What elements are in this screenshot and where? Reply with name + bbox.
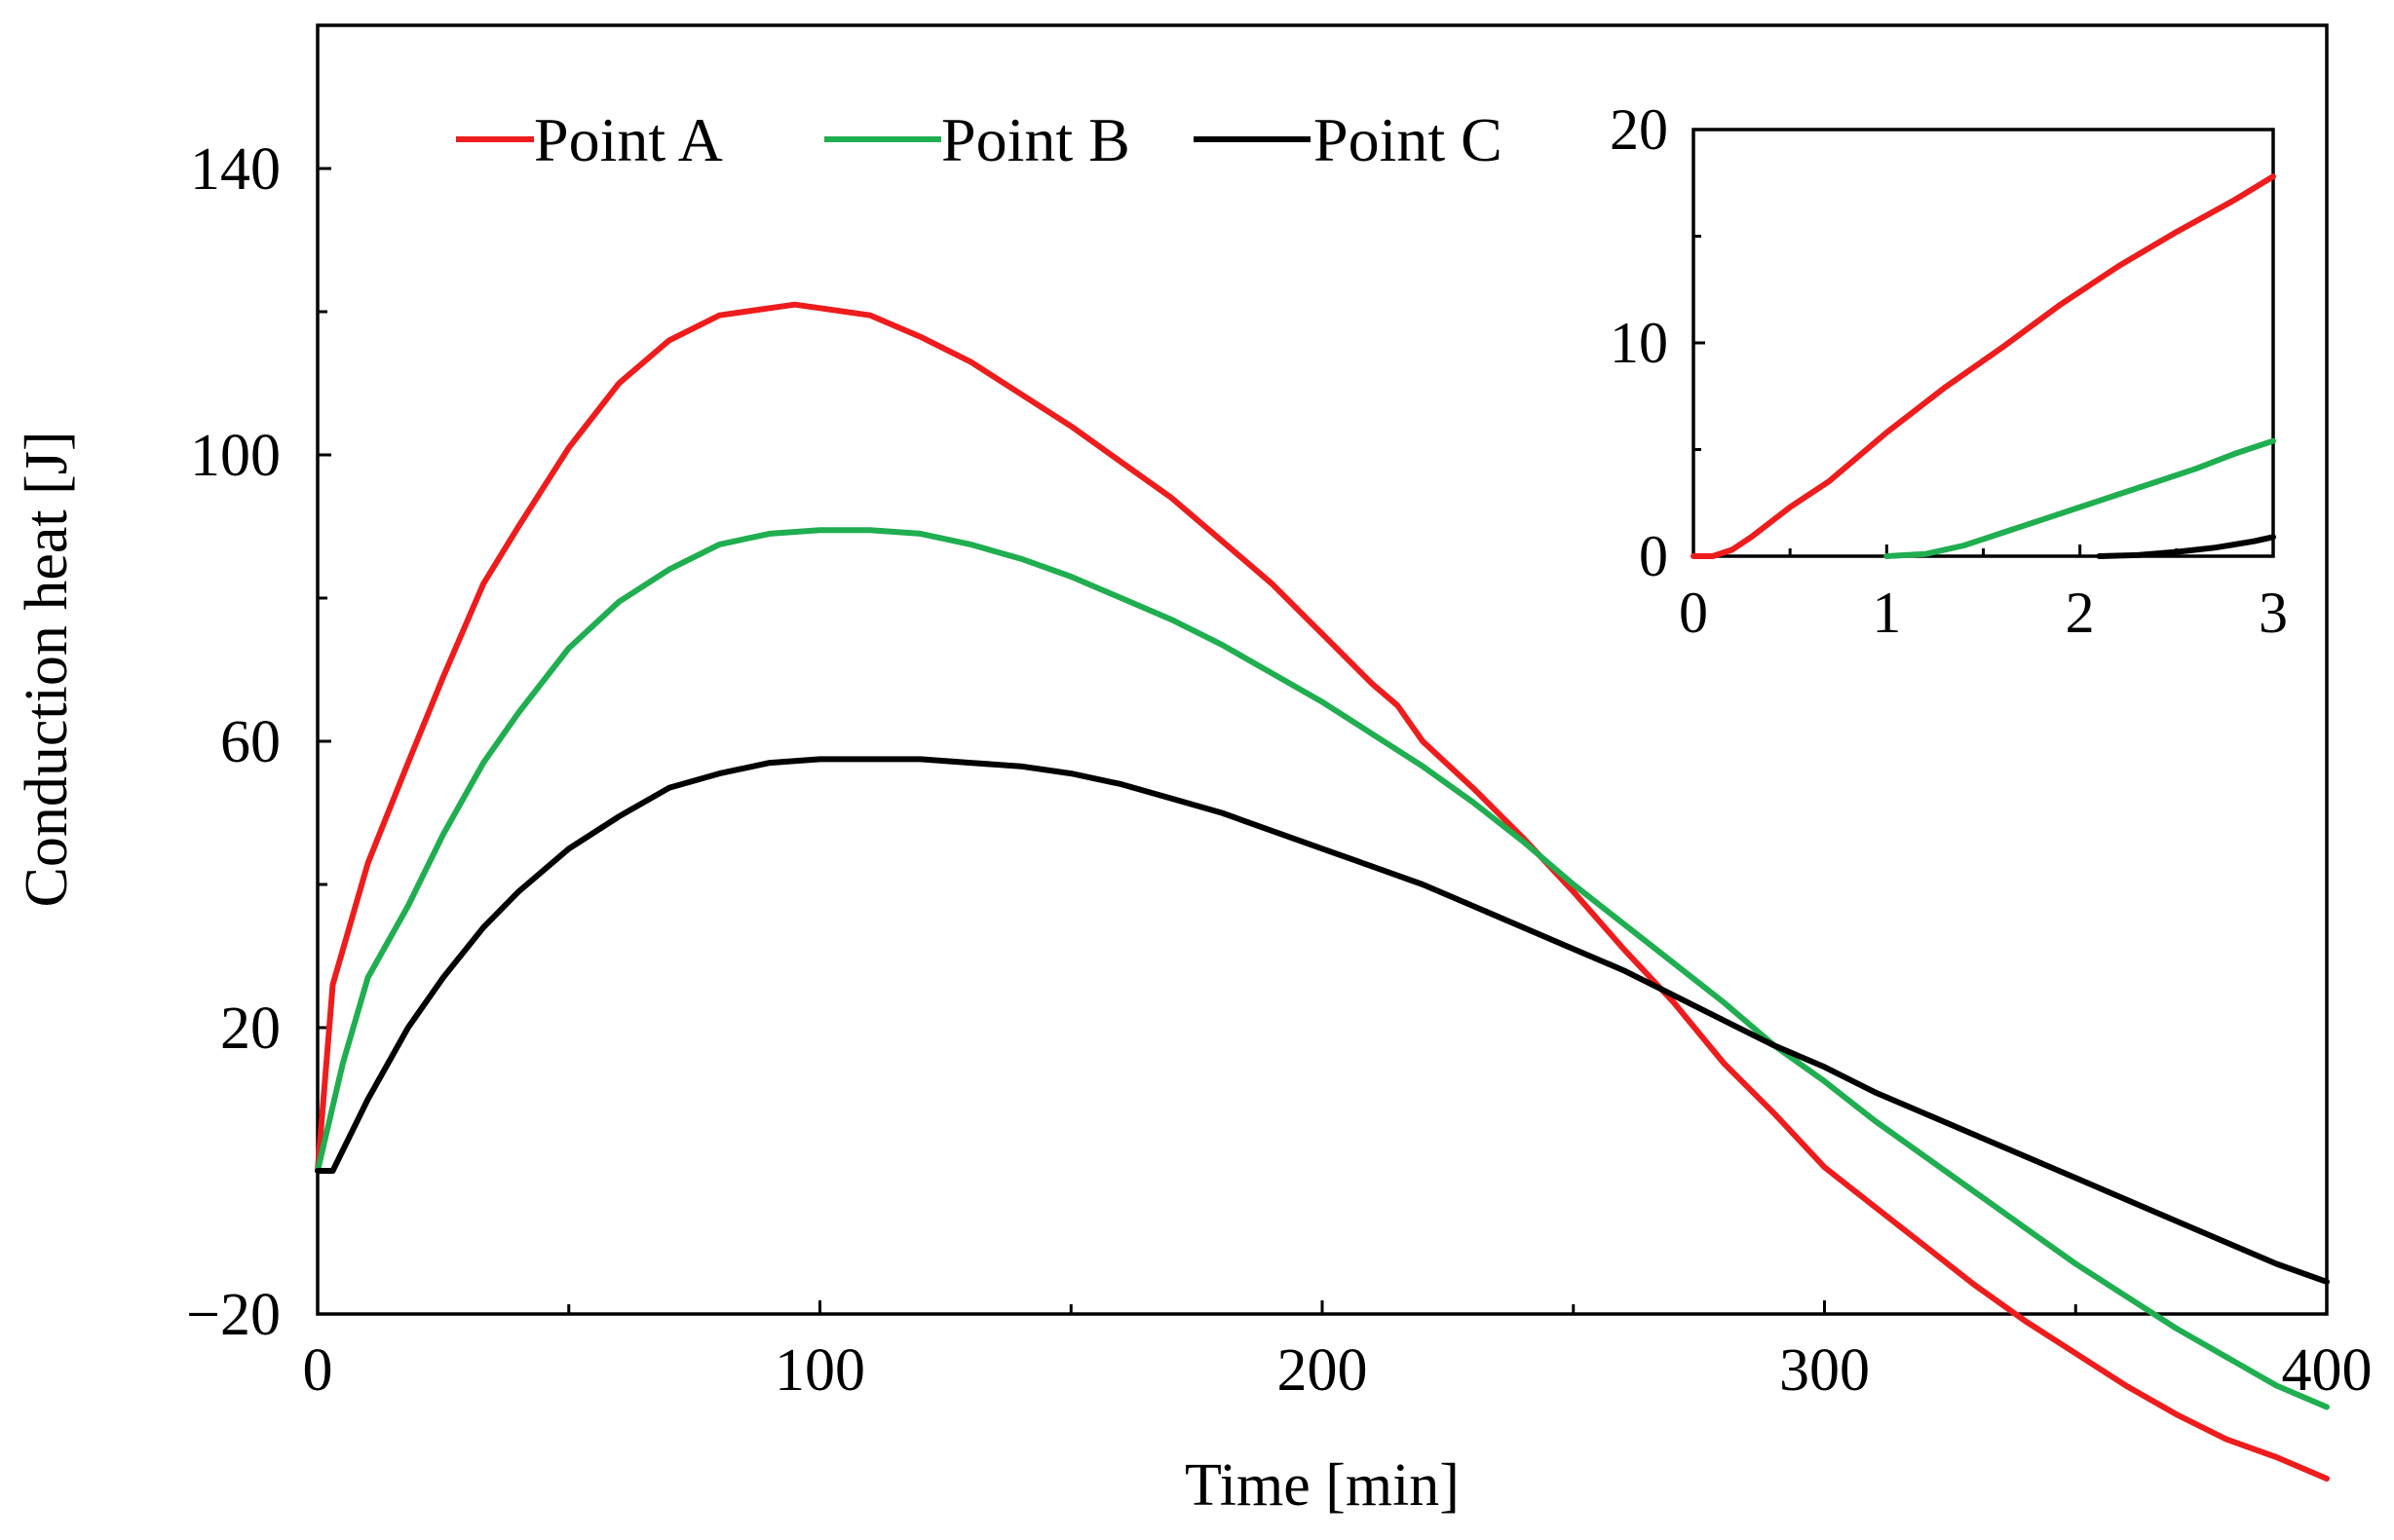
inset-x-tick-label: 1	[1872, 581, 1901, 645]
x-axis-title: Time [min]	[1185, 1452, 1460, 1519]
inset-y-axis: 0 10 20	[1610, 97, 1705, 588]
series-line-point-c	[315, 756, 2330, 1285]
y-tick-label: 20	[220, 995, 281, 1062]
y-axis-title: Conduction heat [J]	[14, 431, 80, 907]
inset-x-tick-label: 2	[2066, 581, 2095, 645]
inset-x-tick-label: 0	[1679, 581, 1708, 645]
series-line-point-b	[315, 527, 2330, 1410]
inset-x-tick-label: 3	[2259, 581, 2288, 645]
main-y-axis: −20 20 60 100 140	[186, 23, 331, 1348]
series-line-point-a	[315, 301, 2330, 1482]
inset-chart: 0 1 2 3 0 10 20	[1610, 97, 2288, 645]
y-tick-label: 100	[190, 423, 281, 489]
legend-item-point-c: Point C	[1194, 105, 1502, 174]
inset-y-tick-label: 10	[1610, 311, 1668, 375]
legend-label-point-b: Point B	[941, 105, 1130, 174]
legend-label-point-c: Point C	[1313, 105, 1502, 174]
x-tick-label: 200	[1277, 1337, 1368, 1404]
legend: Point A Point B Point C	[456, 105, 1502, 174]
x-tick-label: 0	[303, 1337, 333, 1404]
x-tick-label: 100	[775, 1337, 865, 1404]
legend-item-point-a: Point A	[456, 105, 723, 174]
inset-series-line-point-a	[1691, 173, 2276, 559]
inset-y-tick-label: 20	[1610, 97, 1668, 162]
main-x-axis: 0 100 200 300 400	[303, 1300, 2373, 1404]
main-series-group	[315, 301, 2330, 1482]
inset-series-line-point-c	[2096, 534, 2276, 559]
inset-series-line-point-b	[1883, 437, 2276, 559]
inset-series-group	[1691, 173, 2276, 559]
y-tick-label: −20	[186, 1282, 281, 1348]
inset-y-tick-label: 0	[1639, 524, 1668, 588]
y-tick-label: 140	[190, 136, 281, 203]
inset-x-axis: 0 1 2 3	[1679, 545, 2288, 645]
y-tick-label: 60	[220, 709, 281, 775]
legend-label-point-a: Point A	[534, 105, 723, 174]
inset-plot-frame	[1691, 128, 2275, 558]
legend-item-point-b: Point B	[824, 105, 1130, 174]
x-tick-label: 300	[1779, 1337, 1870, 1404]
